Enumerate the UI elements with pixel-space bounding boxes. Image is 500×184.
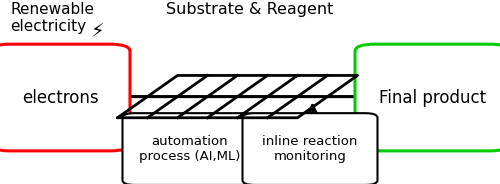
- Text: electrons: electrons: [22, 89, 99, 107]
- Text: automation
process (AI,ML): automation process (AI,ML): [140, 135, 240, 163]
- Text: Renewable
electricity: Renewable electricity: [10, 2, 94, 34]
- Text: Final product: Final product: [379, 89, 486, 107]
- FancyBboxPatch shape: [242, 113, 378, 184]
- FancyBboxPatch shape: [122, 113, 258, 184]
- FancyBboxPatch shape: [0, 44, 130, 151]
- Text: inline reaction
monitoring: inline reaction monitoring: [262, 135, 358, 163]
- Text: Substrate & Reagent: Substrate & Reagent: [166, 2, 334, 17]
- FancyBboxPatch shape: [355, 44, 500, 151]
- Text: ⚡: ⚡: [90, 22, 104, 41]
